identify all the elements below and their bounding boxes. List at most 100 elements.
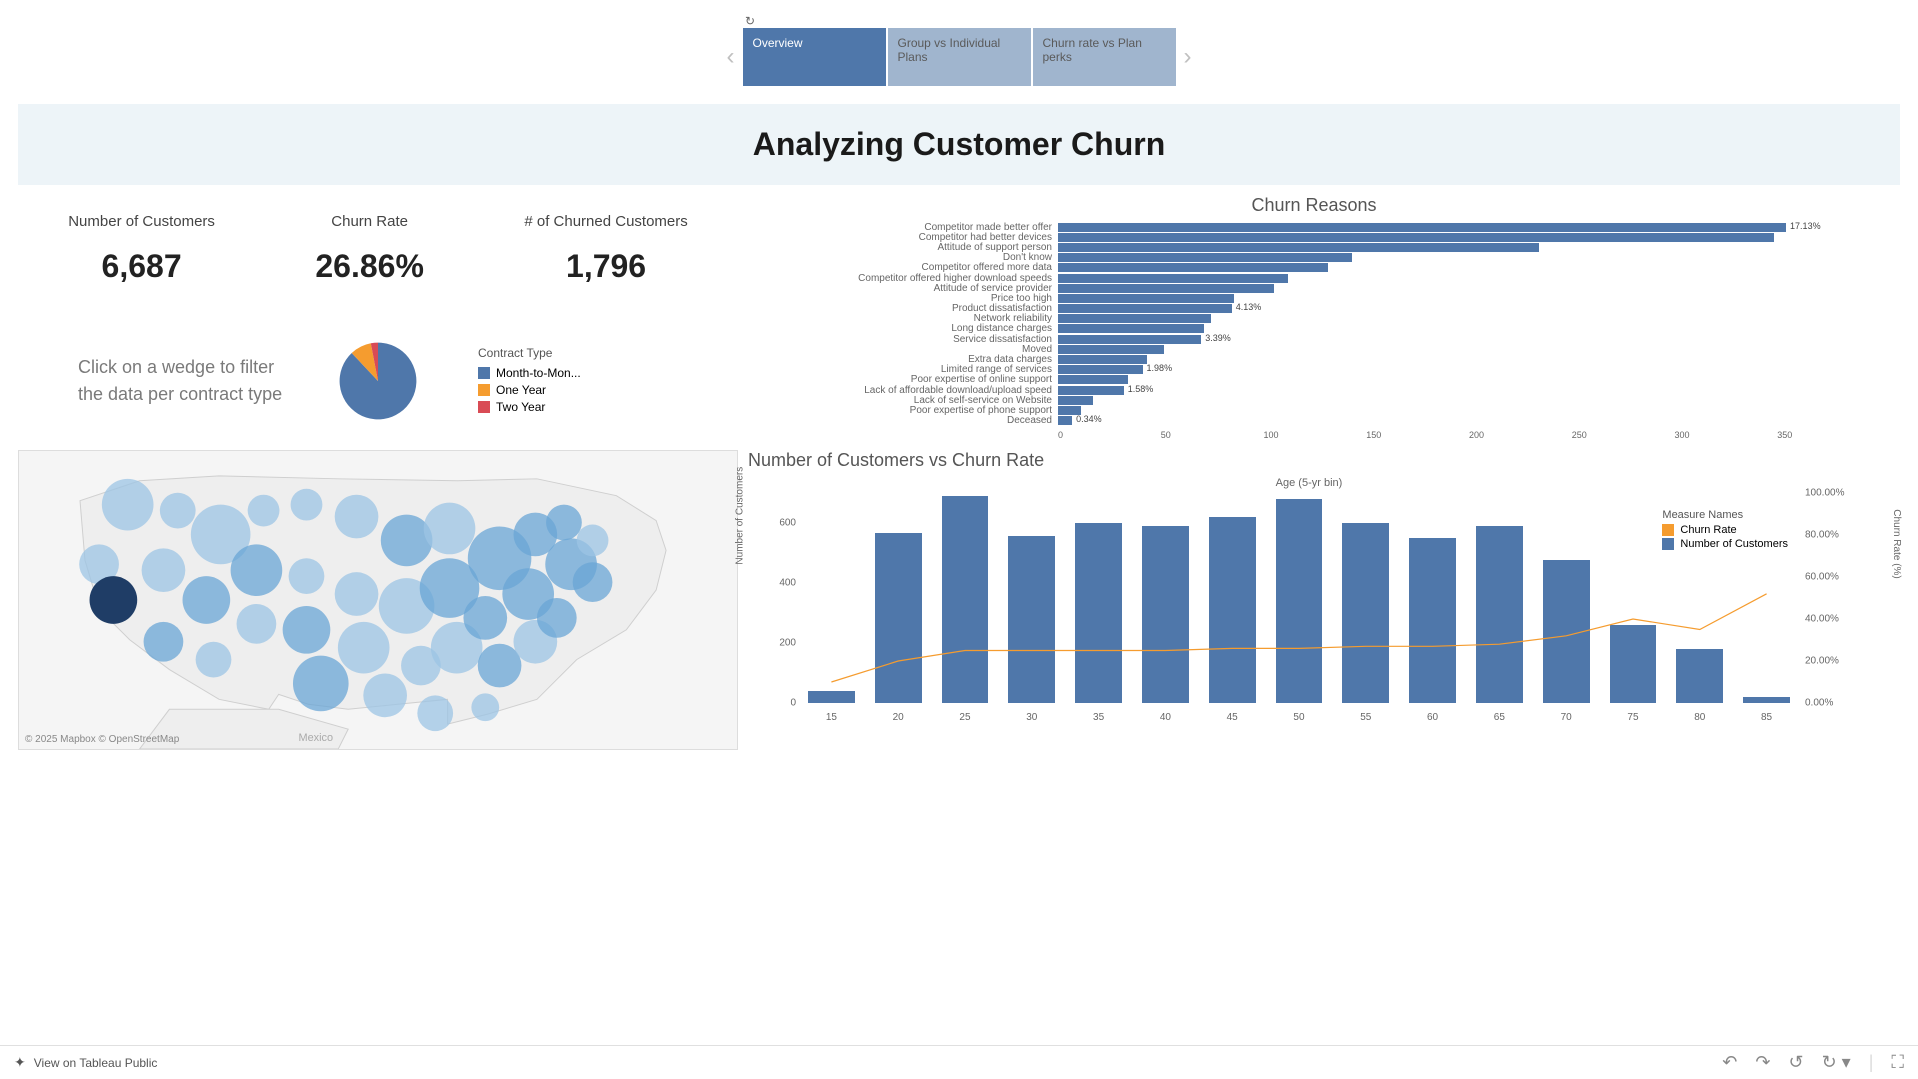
age-bar[interactable]: [1610, 625, 1657, 703]
map-bubble[interactable]: [248, 494, 280, 526]
churn-bar: [1058, 386, 1124, 395]
churn-reason-row[interactable]: Product dissatisfaction 4.13%: [748, 304, 1880, 314]
map-bubble[interactable]: [335, 572, 379, 616]
map-bubble[interactable]: [424, 502, 476, 554]
age-bar[interactable]: [1476, 526, 1523, 703]
age-bar[interactable]: [808, 691, 855, 703]
tab-prev-arrow[interactable]: ‹: [721, 37, 741, 77]
pie-legend-item[interactable]: One Year: [478, 383, 581, 397]
map-bubble[interactable]: [289, 558, 325, 594]
age-x-tick: 70: [1533, 712, 1600, 723]
map-bubble[interactable]: [463, 596, 507, 640]
redo-icon[interactable]: ↷: [1755, 1052, 1770, 1073]
age-bar[interactable]: [1743, 697, 1790, 703]
map-bubble[interactable]: [237, 604, 277, 644]
churn-reason-row[interactable]: Don't know: [748, 253, 1880, 263]
kpi-customers-label: Number of Customers: [68, 213, 215, 230]
map-panel[interactable]: Mexico © 2025 Mapbox © OpenStreetMap: [18, 450, 738, 750]
churn-bar: [1058, 396, 1093, 405]
map-bubble[interactable]: [417, 695, 453, 731]
churn-reason-row[interactable]: Competitor had better devices: [748, 232, 1880, 242]
refresh-icon[interactable]: ↻: [745, 14, 755, 28]
churn-reason-row[interactable]: Competitor made better offer 17.13%: [748, 222, 1880, 232]
churn-reason-row[interactable]: Lack of affordable download/upload speed…: [748, 385, 1880, 395]
kpi-churn-rate-value: 26.86%: [315, 248, 424, 285]
churn-reason-row[interactable]: Competitor offered higher download speed…: [748, 273, 1880, 283]
churn-reason-row[interactable]: Competitor offered more data: [748, 263, 1880, 273]
age-bar[interactable]: [1342, 523, 1389, 703]
map-bubble[interactable]: [335, 494, 379, 538]
age-bar[interactable]: [1543, 560, 1590, 702]
tab-churn-rate-vs-plan-perks[interactable]: Churn rate vs Plan perks: [1033, 28, 1176, 86]
map-bubble[interactable]: [471, 693, 499, 721]
view-on-tableau-link[interactable]: View on Tableau Public: [34, 1056, 158, 1070]
kpi-churned: # of Churned Customers 1,796: [524, 213, 687, 302]
map-bubble[interactable]: [338, 622, 390, 674]
churn-bar: [1058, 375, 1128, 384]
churn-reason-row[interactable]: Deceased 0.34%: [748, 416, 1880, 426]
age-bar[interactable]: [1142, 526, 1189, 703]
churn-reason-row[interactable]: Extra data charges: [748, 354, 1880, 364]
pie-legend-item[interactable]: Month-to-Mon...: [478, 366, 581, 380]
age-bar[interactable]: [1075, 523, 1122, 703]
map-bubble[interactable]: [231, 544, 283, 596]
churn-bar-track: [1058, 396, 1880, 405]
churn-reason-row[interactable]: Poor expertise of phone support: [748, 405, 1880, 415]
tab-next-arrow[interactable]: ›: [1178, 37, 1198, 77]
map-bubble[interactable]: [293, 655, 349, 711]
map-bubble[interactable]: [102, 479, 154, 531]
age-bar[interactable]: [1276, 499, 1323, 703]
kpi-customers: Number of Customers 6,687: [68, 213, 215, 302]
replay-icon[interactable]: ↻ ▾: [1822, 1052, 1851, 1073]
churn-reason-row[interactable]: Service dissatisfaction 3.39%: [748, 334, 1880, 344]
tab-group-vs-individual-plans[interactable]: Group vs Individual Plans: [888, 28, 1031, 86]
map-mexico-label: Mexico: [299, 732, 334, 744]
pie-chart[interactable]: [338, 341, 418, 421]
tab-overview[interactable]: Overview: [743, 28, 886, 86]
age-legend-item[interactable]: Churn Rate: [1662, 524, 1788, 536]
map-bubble[interactable]: [183, 576, 231, 624]
churn-reason-row[interactable]: Lack of self-service on Website: [748, 395, 1880, 405]
map-bubble[interactable]: [160, 492, 196, 528]
map-bubble[interactable]: [291, 488, 323, 520]
map-bubble[interactable]: [142, 548, 186, 592]
churn-reason-label: Deceased: [748, 415, 1058, 426]
churn-reason-row[interactable]: Attitude of support person: [748, 242, 1880, 252]
age-bar[interactable]: [1209, 517, 1256, 703]
map-bubble[interactable]: [144, 622, 184, 662]
legend-swatch: [478, 367, 490, 379]
undo-icon[interactable]: ↶: [1722, 1052, 1737, 1073]
map-bubble[interactable]: [196, 641, 232, 677]
age-x-tick: 65: [1466, 712, 1533, 723]
reset-icon[interactable]: ↺: [1788, 1052, 1803, 1073]
fullscreen-icon[interactable]: ⛶: [1891, 1052, 1904, 1073]
map-bubble[interactable]: [90, 576, 138, 624]
churn-bar-track: [1058, 345, 1880, 354]
age-bar[interactable]: [1676, 649, 1723, 703]
map-bubble[interactable]: [478, 643, 522, 687]
map-bubble[interactable]: [546, 504, 582, 540]
map-bubble[interactable]: [537, 598, 577, 638]
map-bubble[interactable]: [283, 606, 331, 654]
map-bubble[interactable]: [363, 673, 407, 717]
pie-legend-item[interactable]: Two Year: [478, 400, 581, 414]
churn-reason-row[interactable]: Poor expertise of online support: [748, 375, 1880, 385]
age-bar[interactable]: [1409, 538, 1456, 703]
age-y2-axis-label: Churn Rate (%): [1891, 509, 1902, 578]
map-bubble[interactable]: [573, 562, 613, 602]
churn-reason-row[interactable]: Network reliability: [748, 314, 1880, 324]
churn-bar-track: [1058, 324, 1880, 333]
legend-label: Churn Rate: [1680, 524, 1736, 536]
age-chart-area[interactable]: Number of Customers Churn Rate (%) 02004…: [748, 493, 1870, 723]
age-bar[interactable]: [942, 496, 989, 703]
churn-reason-row[interactable]: Moved: [748, 344, 1880, 354]
age-bar[interactable]: [1008, 536, 1055, 703]
age-legend-item[interactable]: Number of Customers: [1662, 538, 1788, 550]
map-bubble[interactable]: [577, 524, 609, 556]
churn-reason-row[interactable]: Limited range of services 1.98%: [748, 365, 1880, 375]
churn-reason-row[interactable]: Long distance charges: [748, 324, 1880, 334]
age-bar[interactable]: [875, 533, 922, 703]
age-chart-subtitle: Age (5-yr bin): [748, 477, 1870, 489]
churn-reason-row[interactable]: Attitude of service provider: [748, 283, 1880, 293]
churn-reason-row[interactable]: Price too high: [748, 293, 1880, 303]
